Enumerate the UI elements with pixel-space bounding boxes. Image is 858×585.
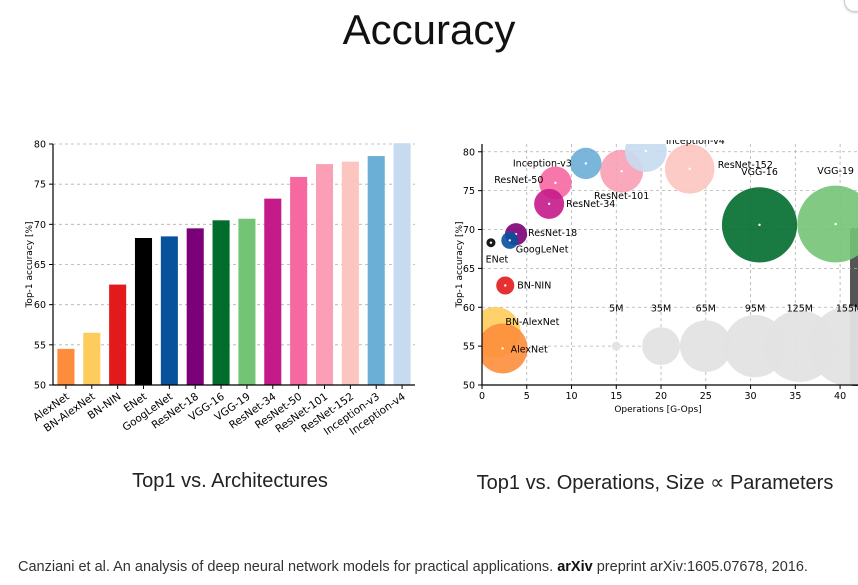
size-legend-label-65m: 65M (696, 303, 716, 314)
x-tick-label: 25 (700, 391, 712, 402)
point-label-resnet-34: ResNet-34 (566, 199, 615, 210)
bubble-center-alexnet (501, 347, 504, 350)
citation-bold: arXiv (557, 559, 593, 575)
slide-title: Accuracy (342, 6, 516, 53)
bubble-center-resnet-50 (554, 181, 557, 185)
y-tick-label: 75 (463, 186, 475, 197)
point-label-bn-alexnet: BN-AlexNet (505, 317, 559, 328)
size-legend-label-95m: 95M (745, 303, 765, 314)
point-label-googlenet: GoogLeNet (516, 244, 569, 255)
bubble-center-googlenet (508, 239, 511, 242)
bar-bn-alexnet (83, 332, 101, 385)
bubble-inception-v4 (624, 144, 667, 172)
size-legend-label-35m: 35M (651, 303, 671, 314)
x-axis-label: Operations [G-Ops] (614, 405, 701, 415)
y-tick-label: 65 (463, 264, 475, 275)
point-label-inception-v4: Inception-v4 (666, 140, 725, 147)
y-tick-label: 60 (34, 300, 46, 311)
y-axis-label: Top-1 accuracy [%] (25, 221, 35, 308)
y-tick-label: 55 (463, 342, 475, 353)
bubble-chart: 50 55 60 65 70 75 80 0 5 10 15 20 25 30 35 40 AlexNet BN-… (455, 140, 858, 415)
bar-chart: 50556065707580AlexNetBN-AlexNetBN-NINENe… (25, 140, 415, 438)
citation-suffix: preprint arXiv:1605.07678, 2016. (596, 559, 808, 575)
caption-operations: Top1 vs. Operations, Size ∝ Parameters (476, 472, 834, 494)
y-tick-label: 80 (34, 140, 46, 151)
bar-inception-v3 (367, 156, 385, 385)
y-tick-label: 75 (34, 180, 46, 191)
point-label-bn-nin: BN-NIN (517, 280, 551, 291)
bubble-center-vgg-16 (758, 223, 761, 227)
point-label-vgg-19: VGG-19 (817, 166, 854, 177)
bubble-center-inception-v4 (644, 149, 648, 153)
y-tick-label: 80 (463, 147, 475, 158)
x-tick-label: 5 (524, 391, 530, 402)
point-label-resnet-50: ResNet-50 (494, 175, 543, 186)
bubble-center-resnet-152 (688, 167, 691, 171)
bar-resnet-18 (186, 228, 204, 385)
y-tick-label: 55 (34, 340, 46, 351)
x-tick-label: 0 (479, 391, 485, 402)
point-label-vgg-16: VGG-16 (741, 167, 778, 178)
bubble-center-resnet-34 (547, 202, 551, 206)
point-label-resnet-152: ResNet-152 (718, 160, 773, 171)
bubble-layer (482, 144, 858, 385)
y-axis-label: Top-1 accuracy [%] (455, 221, 465, 308)
x-tick-label: 30 (745, 391, 757, 402)
size-legend-bubble-35m (642, 327, 680, 366)
point-label-inception-v3: Inception-v3 (513, 158, 572, 169)
x-tick-label: 40 (834, 391, 846, 402)
y-tick-label: 65 (34, 260, 46, 271)
point-label-resnet-101: ResNet-101 (594, 191, 649, 202)
bubble-center-bn-nin (504, 284, 507, 287)
y-tick-label: 70 (463, 225, 475, 236)
bubble-center-vgg-19 (834, 222, 837, 226)
bubble-alexnet (482, 323, 528, 374)
bar-resnet-34 (264, 198, 282, 385)
bar-vgg-16 (212, 220, 230, 385)
bar-bn-nin (109, 284, 127, 385)
x-tick-label: 35 (789, 391, 801, 402)
bubble-center-enet (489, 241, 493, 244)
size-legend-bubble-65m (680, 320, 732, 372)
bubble-center-inception-v3 (584, 162, 588, 165)
bar-googlenet (160, 236, 178, 385)
size-legend-bubble-5m (611, 341, 621, 351)
y-tick-label: 50 (463, 381, 475, 392)
size-legend-label-155m: 155M (836, 303, 858, 314)
size-legend-bubble-155m (809, 306, 858, 385)
bubble-vgg-19 (797, 185, 858, 263)
citation: Canziani et al. An analysis of deep neur… (18, 559, 808, 575)
size-legend-label-125m: 125M (787, 303, 813, 314)
y-tick-label: 50 (34, 381, 46, 392)
bar-vgg-19 (238, 218, 256, 385)
bar-resnet-152 (341, 161, 359, 385)
x-tick-label: 20 (655, 391, 667, 402)
x-tick-label: 15 (610, 391, 622, 402)
caption-architectures: Top1 vs. Architectures (132, 470, 328, 492)
point-label-enet: ENet (486, 255, 509, 266)
bubble-center-resnet-101 (620, 170, 623, 173)
point-label-resnet-18: ResNet-18 (528, 228, 577, 239)
bar-enet (134, 237, 153, 385)
corner-icon (844, 0, 858, 12)
bar-resnet-50 (290, 176, 308, 385)
x-tick-label: 10 (565, 391, 577, 402)
citation-prefix: Canziani et al. An analysis of deep neur… (18, 559, 554, 575)
y-tick-label: 70 (34, 220, 46, 231)
bar-inception-v4 (393, 143, 411, 385)
bar-alexnet (57, 348, 75, 385)
point-label-alexnet: AlexNet (511, 344, 548, 355)
bar-resnet-101 (315, 164, 334, 385)
size-legend-label-5m: 5M (609, 303, 623, 314)
y-tick-label: 60 (463, 303, 475, 314)
